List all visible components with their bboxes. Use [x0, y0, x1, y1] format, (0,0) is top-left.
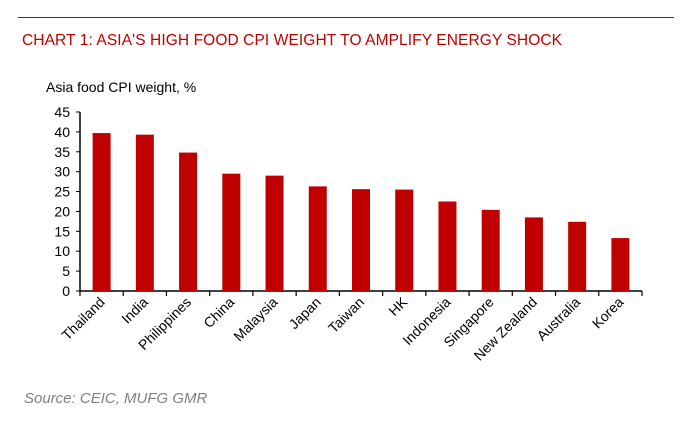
x-tick-label: Taiwan — [325, 294, 367, 336]
bar-indonesia — [438, 201, 457, 291]
x-tick-label: Japan — [286, 294, 324, 332]
source-note: Source: CEIC, MUFG GMR — [24, 390, 208, 407]
x-tick-label: Malaysia — [230, 294, 281, 345]
y-tick-label: 25 — [54, 184, 70, 200]
x-tick-label: India — [118, 294, 151, 327]
bar-thailand — [92, 133, 111, 291]
y-tick-label: 35 — [54, 144, 70, 160]
x-tick-label: Australia — [533, 294, 583, 344]
y-tick-label: 5 — [62, 263, 70, 279]
y-tick-label: 40 — [54, 124, 70, 140]
y-tick-label: 15 — [54, 223, 70, 239]
y-tick-label: 20 — [54, 203, 70, 219]
bar-australia — [568, 221, 587, 291]
x-tick-label: HK — [385, 293, 411, 319]
bar-hk — [395, 189, 414, 291]
chart-title: CHART 1: ASIA'S HIGH FOOD CPI WEIGHT TO … — [22, 32, 563, 49]
top-rule — [18, 17, 674, 18]
y-tick-label: 0 — [62, 283, 70, 299]
y-tick-label: 30 — [54, 164, 70, 180]
bar-philippines — [179, 152, 198, 291]
bar-japan — [308, 186, 327, 291]
bar-taiwan — [352, 189, 370, 291]
bar-singapore — [481, 209, 500, 291]
y-axis-label: Asia food CPI weight, % — [46, 79, 196, 95]
x-tick-label: Korea — [589, 294, 627, 332]
bar-new-zealand — [524, 217, 543, 291]
bar-india — [135, 134, 154, 291]
bar-korea — [611, 238, 630, 291]
x-tick-label: China — [200, 294, 237, 331]
y-tick-label: 45 — [54, 104, 70, 120]
bar-china — [222, 173, 241, 291]
y-tick-label: 10 — [54, 243, 70, 259]
bar-malaysia — [265, 175, 284, 291]
x-tick-label: Thailand — [58, 294, 107, 343]
